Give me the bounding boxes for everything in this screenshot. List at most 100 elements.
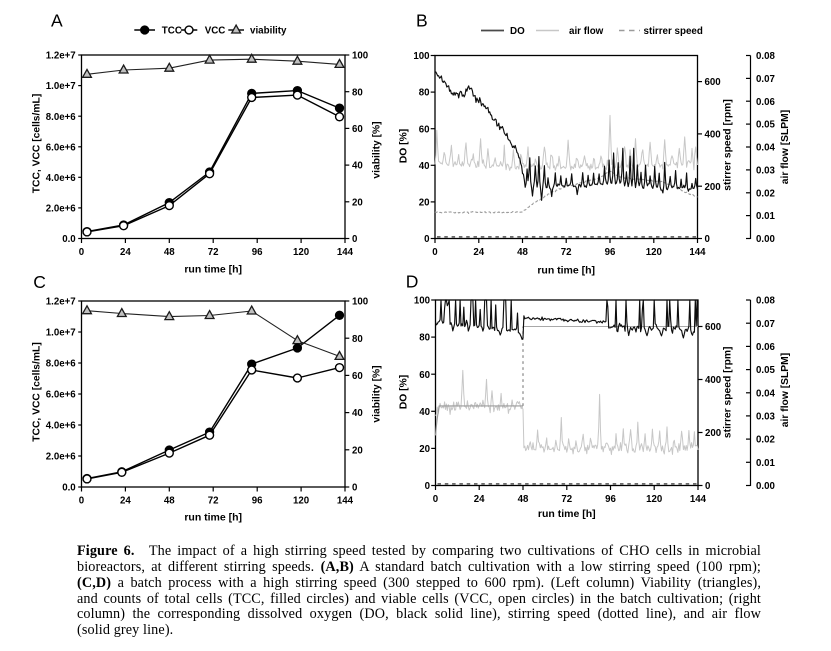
svg-text:stirrer speed: stirrer speed (644, 26, 703, 37)
svg-text:viability [%]: viability [%] (372, 121, 383, 178)
svg-text:TCC, VCC [cells/mL]: TCC, VCC [cells/mL] (32, 94, 43, 194)
svg-text:80: 80 (352, 87, 363, 98)
svg-text:0.00: 0.00 (756, 481, 775, 492)
svg-text:96: 96 (605, 247, 616, 258)
svg-text:100: 100 (352, 51, 368, 62)
svg-text:144: 144 (690, 494, 707, 505)
svg-text:0.05: 0.05 (756, 365, 775, 376)
svg-text:A: A (51, 11, 63, 31)
svg-text:1.0e+7: 1.0e+7 (46, 81, 76, 92)
svg-text:0.02: 0.02 (756, 188, 775, 199)
svg-text:DO [%]: DO [%] (399, 375, 410, 409)
svg-text:48: 48 (518, 494, 529, 505)
svg-text:0.01: 0.01 (756, 211, 775, 222)
svg-text:run time [h]: run time [h] (184, 264, 242, 276)
svg-text:20: 20 (419, 444, 430, 455)
svg-text:TCC: TCC (162, 25, 182, 36)
svg-text:DO [%]: DO [%] (399, 129, 410, 163)
svg-text:24: 24 (473, 247, 484, 258)
svg-text:run time [h]: run time [h] (537, 265, 595, 277)
svg-text:4.0e+6: 4.0e+6 (46, 173, 77, 184)
svg-text:0.03: 0.03 (756, 412, 775, 423)
svg-text:100: 100 (414, 296, 430, 307)
svg-text:60: 60 (419, 370, 430, 381)
svg-text:0.01: 0.01 (756, 458, 775, 469)
svg-text:60: 60 (352, 124, 363, 135)
svg-text:0: 0 (705, 481, 710, 492)
svg-text:24: 24 (120, 495, 131, 506)
svg-text:96: 96 (605, 494, 616, 505)
svg-text:0: 0 (424, 234, 429, 245)
svg-text:600: 600 (705, 77, 721, 88)
svg-text:200: 200 (705, 182, 721, 193)
svg-text:80: 80 (352, 334, 363, 345)
svg-text:stirrer speed [rpm]: stirrer speed [rpm] (722, 99, 733, 191)
svg-text:100: 100 (352, 297, 368, 308)
svg-text:144: 144 (689, 247, 706, 258)
svg-text:120: 120 (646, 247, 662, 258)
svg-text:0: 0 (432, 247, 437, 258)
svg-text:0: 0 (352, 234, 357, 245)
svg-text:D: D (406, 272, 419, 292)
svg-text:0.08: 0.08 (756, 51, 775, 62)
svg-text:60: 60 (419, 124, 430, 135)
svg-text:4.0e+6: 4.0e+6 (46, 421, 77, 432)
svg-text:0.05: 0.05 (756, 120, 775, 131)
svg-text:120: 120 (646, 494, 662, 505)
svg-text:40: 40 (419, 407, 430, 418)
svg-text:8.0e+6: 8.0e+6 (46, 112, 77, 123)
svg-text:0: 0 (79, 495, 84, 506)
svg-text:0.06: 0.06 (756, 342, 775, 353)
svg-text:air flow [SLPM]: air flow [SLPM] (780, 110, 791, 184)
svg-text:80: 80 (419, 88, 430, 99)
svg-text:air flow: air flow (569, 26, 604, 37)
svg-text:TCC, VCC [cells/mL]: TCC, VCC [cells/mL] (32, 342, 43, 442)
svg-text:48: 48 (164, 247, 175, 258)
svg-text:0: 0 (433, 494, 438, 505)
svg-text:80: 80 (419, 333, 430, 344)
svg-text:20: 20 (419, 198, 430, 209)
svg-text:0.08: 0.08 (756, 296, 775, 307)
svg-text:20: 20 (352, 445, 363, 456)
svg-text:0.07: 0.07 (756, 319, 775, 330)
svg-text:144: 144 (337, 247, 354, 258)
svg-text:0: 0 (425, 481, 430, 492)
svg-text:72: 72 (208, 495, 219, 506)
svg-text:60: 60 (352, 371, 363, 382)
svg-text:run time [h]: run time [h] (538, 508, 596, 520)
svg-text:120: 120 (293, 495, 309, 506)
svg-text:200: 200 (705, 428, 721, 439)
svg-text:96: 96 (252, 495, 263, 506)
svg-text:0.06: 0.06 (756, 97, 775, 108)
svg-text:72: 72 (561, 494, 572, 505)
svg-text:C: C (33, 272, 46, 292)
svg-text:400: 400 (705, 375, 721, 386)
svg-text:B: B (416, 11, 428, 31)
svg-text:1.0e+7: 1.0e+7 (46, 328, 76, 339)
svg-text:72: 72 (208, 247, 219, 258)
svg-text:DO: DO (510, 26, 525, 37)
svg-text:stirrer speed [rpm]: stirrer speed [rpm] (722, 347, 733, 439)
svg-text:96: 96 (252, 247, 263, 258)
svg-text:1.2e+7: 1.2e+7 (46, 297, 76, 308)
svg-text:2.0e+6: 2.0e+6 (46, 452, 77, 463)
svg-text:100: 100 (413, 51, 429, 62)
svg-text:144: 144 (337, 495, 354, 506)
svg-text:viability: viability (250, 25, 287, 36)
svg-text:air flow [SLPM]: air flow [SLPM] (780, 353, 791, 427)
svg-text:8.0e+6: 8.0e+6 (46, 359, 77, 370)
svg-text:0.04: 0.04 (756, 143, 775, 154)
svg-text:40: 40 (352, 408, 363, 419)
svg-text:0.0: 0.0 (62, 234, 75, 245)
svg-text:1.2e+7: 1.2e+7 (46, 51, 76, 62)
svg-text:0.07: 0.07 (756, 74, 775, 85)
svg-text:400: 400 (705, 130, 721, 141)
svg-text:72: 72 (561, 247, 572, 258)
svg-text:viability [%]: viability [%] (372, 365, 383, 422)
svg-text:VCC: VCC (205, 25, 226, 36)
svg-text:40: 40 (352, 161, 363, 172)
svg-text:run time [h]: run time [h] (184, 512, 242, 524)
svg-text:0.0: 0.0 (62, 483, 75, 494)
svg-text:0.04: 0.04 (756, 388, 775, 399)
svg-text:120: 120 (293, 247, 309, 258)
